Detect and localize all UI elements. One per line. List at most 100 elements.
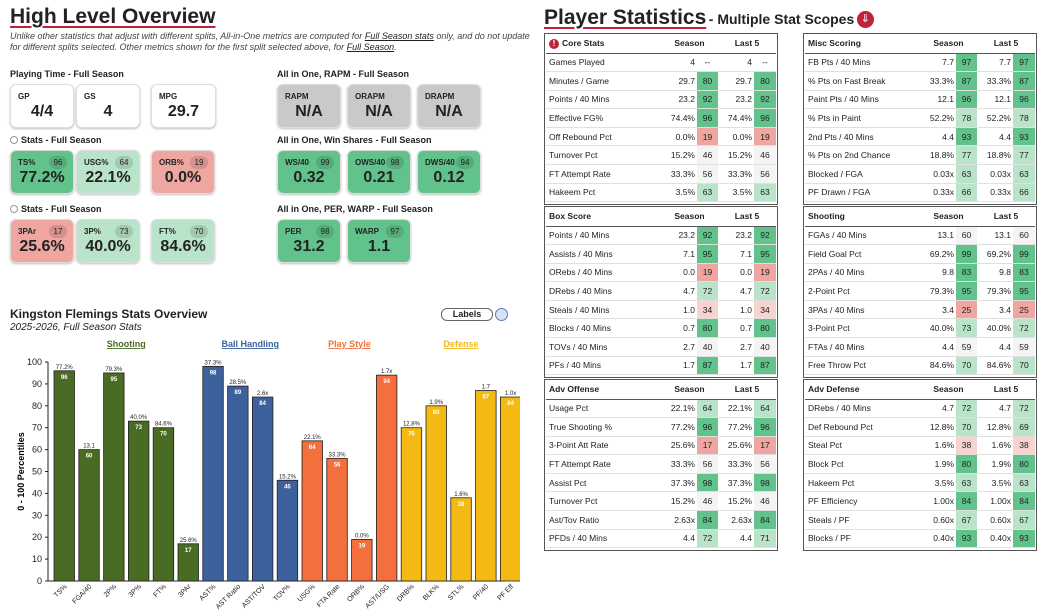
last5-value: 2.63x xyxy=(718,510,754,530)
season-percentile: 34 xyxy=(697,300,718,320)
season-percentile: 72 xyxy=(697,529,718,549)
winshares-heading: All in One, Win Shares - Full Season xyxy=(277,135,432,145)
stat-name: Hakeem Pct xyxy=(546,183,661,203)
season-value: 1.9% xyxy=(920,454,956,474)
last5-column-header: Last 5 xyxy=(718,34,776,54)
season-value: 22.1% xyxy=(661,399,697,419)
percentile-label: 94 xyxy=(383,379,390,385)
card-label: RAPM xyxy=(285,92,309,101)
card-label: USG% xyxy=(84,158,109,167)
season-percentile: 72 xyxy=(697,281,718,301)
stats1-heading[interactable]: Stats - Full Season xyxy=(10,135,102,145)
last5-percentile: 80 xyxy=(1013,454,1035,474)
season-value: 1.7 xyxy=(661,356,697,376)
group-label-defense: Defense xyxy=(444,339,479,349)
stat-name: 3PAs / 40 Mins xyxy=(805,300,920,320)
raw-value-label: 40.0% xyxy=(130,415,148,421)
table-header: Box Score Season Last 5 xyxy=(546,207,776,227)
y-tick-label: 100 xyxy=(27,357,42,367)
last5-percentile: 46 xyxy=(754,145,776,166)
card-label: DWS/40 xyxy=(425,158,455,167)
percentile-label: 84 xyxy=(507,401,514,407)
percentile-label: 84 xyxy=(259,401,266,407)
radio-icon[interactable] xyxy=(10,136,18,144)
season-value: 4.4 xyxy=(661,529,697,549)
last5-percentile: 95 xyxy=(1013,281,1035,301)
labels-toggle-switch[interactable] xyxy=(495,308,508,321)
season-value: 12.1 xyxy=(920,90,956,110)
season-value: 33.3% xyxy=(661,454,697,474)
last5-percentile: 60 xyxy=(1013,226,1035,246)
season-percentile: 59 xyxy=(956,337,977,357)
season-value: 74.4% xyxy=(661,108,697,128)
last5-percentile: 38 xyxy=(1013,436,1035,456)
last5-value: 1.6% xyxy=(977,436,1013,456)
last5-value: 0.40x xyxy=(977,529,1013,549)
y-tick-label: 80 xyxy=(32,401,42,411)
season-column-header: Season xyxy=(661,380,718,400)
bar-ast-tov xyxy=(251,396,274,582)
season-column-header: Season xyxy=(920,380,977,400)
table-row: Usage Pct 22.1% 64 22.1% 64 xyxy=(546,399,776,419)
last5-value: 3.5% xyxy=(718,183,754,203)
stat-name: FTAs / 40 Mins xyxy=(805,337,920,357)
last5-percentile: 96 xyxy=(754,108,776,128)
x-tick-label: AST% xyxy=(198,583,217,602)
table-row: Blocked / FGA 0.03x 63 0.03x 63 xyxy=(805,164,1035,184)
last5-value: 12.1 xyxy=(977,90,1013,110)
last5-value: 79.3% xyxy=(977,281,1013,301)
bar-fga-40 xyxy=(78,449,100,582)
last5-percentile: 97 xyxy=(1013,53,1035,73)
last5-value: 4.4 xyxy=(718,529,754,549)
raw-value-label: 2.6x xyxy=(257,391,268,397)
table-row: DRebs / 40 Mins 4.7 72 4.7 72 xyxy=(546,281,776,301)
card-value: N/A xyxy=(365,103,393,120)
radio-icon[interactable] xyxy=(10,205,18,213)
rapm-card-drapm: DRAPM N/A xyxy=(417,84,481,128)
y-tick-label: 50 xyxy=(32,467,42,477)
season-value: 3.5% xyxy=(661,183,697,203)
table-title: Adv Offense xyxy=(546,380,661,400)
y-tick-label: 0 xyxy=(37,576,42,586)
stat-name: DRebs / 40 Mins xyxy=(546,281,661,301)
season-value: 3.4 xyxy=(920,300,956,320)
stat-name: Minutes / Game xyxy=(546,71,661,91)
season-percentile: 70 xyxy=(956,417,977,437)
stat-name: Ast/Tov Ratio xyxy=(546,510,661,530)
stats2-heading[interactable]: Stats - Full Season xyxy=(10,204,102,214)
season-percentile: 64 xyxy=(697,399,718,419)
stat-name: Block Pct xyxy=(805,454,920,474)
table-title: Adv Defense xyxy=(805,380,920,400)
card-value: 0.21 xyxy=(363,169,395,186)
last5-column-header: Last 5 xyxy=(977,207,1035,227)
bar-ast- xyxy=(202,365,224,582)
percentile-label: 38 xyxy=(458,502,465,508)
last5-value: 0.60x xyxy=(977,510,1013,530)
y-tick-label: 20 xyxy=(32,532,42,542)
table-row: FTAs / 40 Mins 4.4 59 4.4 59 xyxy=(805,337,1035,357)
card-value: 0.0% xyxy=(164,169,202,186)
season-value: 84.6% xyxy=(920,356,956,376)
download-icon[interactable]: ⇓ xyxy=(856,11,874,28)
season-value: 2.63x xyxy=(661,510,697,530)
table-row: FT Attempt Rate 33.3% 56 33.3% 56 xyxy=(546,454,776,474)
card-value: 31.2 xyxy=(293,238,325,255)
card-value: 77.2% xyxy=(19,169,65,186)
season-percentile: 95 xyxy=(697,244,718,264)
full-season-stats-link[interactable]: Full Season stats xyxy=(364,31,434,41)
last5-percentile: 84 xyxy=(754,510,776,530)
last5-percentile: 95 xyxy=(754,244,776,264)
table-row: PFDs / 40 Mins 4.4 72 4.4 71 xyxy=(546,529,776,549)
stats1-card-usg-: USG% 22.1% 64 xyxy=(76,150,140,194)
stat-name: Assist Pct xyxy=(546,473,661,493)
season-value: 0.60x xyxy=(920,510,956,530)
x-tick-label: STL% xyxy=(447,583,465,601)
y-tick-label: 10 xyxy=(32,554,42,564)
last5-value: 37.3% xyxy=(718,473,754,493)
table-row: Games Played 4 -- 4 -- xyxy=(546,53,776,73)
season-percentile: 98 xyxy=(697,473,718,493)
full-season-link[interactable]: Full Season xyxy=(346,42,395,52)
last5-percentile: 17 xyxy=(754,436,776,456)
playing_time-card-mpg: MPG 29.7 xyxy=(151,84,216,128)
labels-toggle-button[interactable]: Labels xyxy=(441,308,493,321)
